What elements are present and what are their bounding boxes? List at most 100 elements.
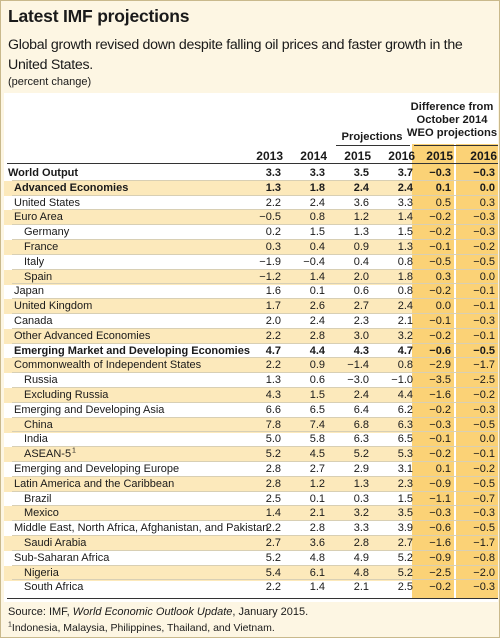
cell-value: 2.3 — [397, 477, 413, 490]
cell-value: 1.6 — [265, 285, 281, 298]
cell-value: −1.6 — [429, 389, 451, 401]
cell-value: 4.9 — [353, 551, 369, 564]
cell-value: 2.1 — [353, 581, 369, 594]
table-row: Emerging and Developing Asia 6.6 6.5 6.4 6.2… — [4, 401, 498, 419]
cell-value: 6.1 — [309, 566, 325, 579]
table-row: Other Advanced Economies 2.2 2.8 3.0 3.2 −0.2… — [4, 327, 498, 345]
cell-value: 3.6 — [353, 196, 369, 209]
cell-value: 6.6 — [265, 403, 281, 416]
cell-value: −0.3 — [473, 211, 495, 224]
row-label: France — [24, 241, 59, 253]
source-title: World Economic Outlook Update — [72, 606, 233, 618]
row-shading — [4, 328, 412, 344]
row-shading — [4, 447, 412, 463]
projections-header-rule — [336, 145, 410, 146]
cell-value: −0.3 — [473, 507, 495, 520]
cell-value: 3.0 — [353, 329, 369, 342]
cell-value: 6.2 — [397, 403, 413, 416]
cell-value: −0.3 — [473, 226, 495, 239]
cell-value: 2.6 — [309, 300, 325, 313]
cell-value: −0.3 — [473, 403, 495, 416]
row-separator — [12, 283, 498, 285]
row-separator — [12, 579, 498, 581]
cell-value: 0.4 — [353, 255, 369, 268]
cell-value: 6.4 — [353, 403, 369, 416]
table-row: Canada 2.0 2.4 2.3 2.1 −0.1 −0.3 — [4, 313, 498, 330]
cell-value: 2.4 — [397, 181, 413, 194]
cell-value: 4.3 — [265, 389, 281, 401]
cell-value: 1.8 — [309, 181, 325, 194]
row-label: World Output — [8, 167, 79, 179]
table-row: Emerging and Developing Europe 2.8 2.7 2.9 3… — [4, 461, 498, 478]
cell-value: −3.0 — [347, 374, 369, 387]
cell-value: −0.2 — [429, 581, 451, 594]
row-label: Commonwealth of Independent States — [14, 359, 202, 372]
table-row: China 7.8 7.4 6.8 6.3 −0.3 −0.5 — [4, 416, 498, 434]
cell-value: −0.2 — [473, 463, 495, 475]
source-note: Source: IMF, World Economic Outlook Upda… — [8, 606, 308, 618]
row-shading — [4, 269, 412, 285]
cell-value: −1.7 — [473, 537, 495, 549]
row-shading — [4, 536, 412, 551]
cell-value: 2.8 — [353, 537, 369, 549]
row-separator — [12, 327, 498, 329]
cell-value: 5.3 — [397, 448, 413, 461]
table-row: India 5.0 5.8 6.3 6.5 −0.1 0.0 — [4, 431, 498, 448]
cell-value: 4.3 — [353, 344, 369, 357]
cell-value: 2.4 — [353, 181, 369, 194]
cell-value: −0.1 — [429, 241, 451, 253]
cell-value: 2.0 — [265, 315, 281, 327]
cell-value: 6.3 — [353, 433, 369, 446]
cell-value: 1.3 — [397, 241, 413, 253]
cell-value: 1.3 — [265, 181, 281, 194]
projections-table: Difference from October 2014 WEO project… — [4, 93, 498, 602]
cell-value: −0.5 — [473, 522, 495, 535]
cell-value: −0.3 — [429, 507, 451, 520]
cell-value: 1.3 — [353, 226, 369, 239]
row-separator — [12, 461, 498, 462]
row-label: Euro Area — [14, 211, 63, 224]
cell-value: −0.9 — [429, 551, 451, 564]
cell-value: −0.2 — [429, 403, 451, 416]
cell-value: 2.4 — [397, 300, 413, 313]
cell-value: 0.8 — [397, 255, 413, 268]
difference-header-line: October 2014 — [416, 114, 488, 126]
row-label: Canada — [14, 315, 53, 327]
cell-value: −0.5 — [473, 344, 495, 357]
cell-value: 6.5 — [309, 403, 325, 416]
row-separator — [12, 253, 498, 255]
cell-value: 1.2 — [309, 477, 325, 490]
cell-value: 1.5 — [309, 226, 325, 239]
cell-value: 4.7 — [397, 344, 413, 357]
table-bottom-rule — [7, 598, 498, 599]
cell-value: −0.2 — [429, 329, 451, 342]
cell-value: 5.2 — [353, 448, 369, 461]
cell-value: −0.3 — [473, 315, 495, 327]
table-row: Emerging Market and Developing Economies… — [4, 342, 498, 360]
header-rule — [7, 163, 498, 164]
cell-value: −1.7 — [473, 359, 495, 372]
cell-value: 1.7 — [265, 300, 281, 313]
row-separator — [12, 268, 498, 270]
table-row: Euro Area −0.5 0.8 1.2 1.4 −0.2 −0.3 — [4, 209, 498, 226]
row-separator — [12, 431, 498, 433]
cell-value: 6.8 — [353, 418, 369, 431]
cell-value: −2.0 — [473, 566, 495, 579]
table-row: Latin America and the Caribbean 2.8 1.2 1.3… — [4, 475, 498, 493]
row-separator — [12, 179, 498, 181]
row-shading — [4, 476, 412, 492]
cell-value: 2.5 — [397, 581, 413, 594]
row-label: Italy — [24, 255, 45, 268]
cell-value: −2.9 — [429, 359, 451, 372]
table-row: Saudi Arabia 2.7 3.6 2.8 2.7 −1.6 −1.7 — [4, 535, 498, 552]
row-label: Emerging and Developing Asia — [14, 403, 165, 416]
row-separator — [12, 535, 498, 536]
row-label: Japan — [14, 285, 44, 298]
year-header-2016: 2016 — [388, 149, 415, 163]
cell-value: 2.8 — [309, 522, 325, 535]
row-separator — [12, 313, 498, 314]
cell-value: −0.2 — [429, 211, 451, 224]
row-label: Russia — [24, 374, 58, 387]
cell-value: 2.7 — [397, 537, 413, 549]
cell-value: 0.3 — [265, 241, 281, 253]
